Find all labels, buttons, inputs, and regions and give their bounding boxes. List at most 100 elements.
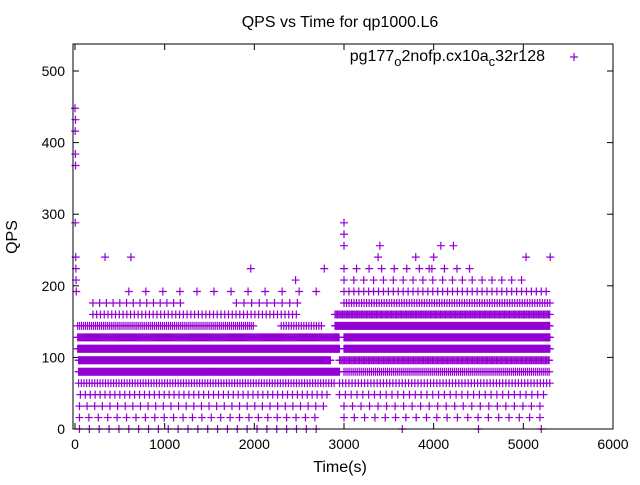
data-point [416,402,425,411]
data-point [535,402,544,411]
data-point [126,253,135,262]
legend-marker-glyph [570,53,578,61]
data-point [443,413,452,422]
data-point [122,413,131,422]
data-point [340,413,348,422]
data-point [197,413,206,422]
data-point [101,253,110,262]
data-point [166,402,175,411]
data-point [149,298,158,307]
data-point [474,413,483,422]
data-point [458,276,467,285]
data-point [249,321,258,330]
data-point [340,264,348,273]
data-point [377,264,386,273]
data-point [390,264,399,273]
data-point [156,298,165,307]
data-point [278,298,287,307]
data-point [542,287,551,296]
x-tick-label: 6000 [597,436,628,452]
data-point [246,264,255,273]
data-point [160,413,169,422]
data-point [357,402,366,411]
x-tick-label: 0 [71,436,79,452]
data-point [244,287,253,296]
data-point [535,413,544,422]
legend-label: pg177o2nofp.cx10ac32r128 [350,48,545,69]
data-point [365,264,374,273]
data-point [84,413,93,422]
data-point [88,298,97,307]
data-point [158,287,167,296]
data-point [340,276,348,285]
y-axis-label: QPS [4,220,21,254]
data-point [545,321,554,330]
data-point [292,413,301,422]
data-point [72,287,81,296]
data-point [370,413,379,422]
data-point [518,402,527,411]
data-point [436,241,445,250]
data-point [179,413,188,422]
data-point [285,298,294,307]
x-tick-label: 4000 [418,436,449,452]
data-points [71,104,555,433]
data-point [438,276,447,285]
y-tick-label: 200 [42,278,66,294]
data-point [374,253,383,262]
data-point [250,402,259,411]
data-point [326,356,335,365]
data-point [522,253,531,262]
x-tick-label: 3000 [328,436,359,452]
data-point [311,402,320,411]
data-point [476,402,485,411]
data-point [340,402,348,411]
data-point [261,287,270,296]
data-point [150,413,159,422]
data-point [422,413,431,422]
data-point [207,413,216,422]
data-point [216,413,225,422]
data-point [122,298,131,307]
data-point [273,413,282,422]
data-point [141,413,150,422]
data-point [504,413,513,422]
data-point [391,402,400,411]
data-point [515,413,524,422]
data-point [258,402,267,411]
data-point [115,298,124,307]
data-point [291,276,300,285]
data-point [212,402,221,411]
data-point [399,402,408,411]
data-point [131,413,140,422]
data-point [365,402,374,411]
data-point [142,298,151,307]
data-point [360,413,369,422]
data-point [71,104,79,113]
data-point [295,287,304,296]
data-point [141,287,150,296]
data-point [399,276,408,285]
data-point [263,413,272,422]
data-point [270,298,279,307]
data-point [517,276,526,285]
data-point [545,344,554,353]
data-point [545,356,554,365]
data-point [113,402,122,411]
data-point [319,402,328,411]
data-point [478,276,487,285]
data-point [448,276,457,285]
data-point [545,379,554,388]
data-point [463,413,472,422]
data-point [449,241,458,250]
data-point [408,402,417,411]
data-point [497,276,506,285]
data-point [453,413,462,422]
data-point [240,298,249,307]
data-point [103,413,112,422]
data-point [192,287,201,296]
data-point [136,298,145,307]
data-point [415,264,424,273]
data-point [375,241,384,250]
data-point [450,402,459,411]
